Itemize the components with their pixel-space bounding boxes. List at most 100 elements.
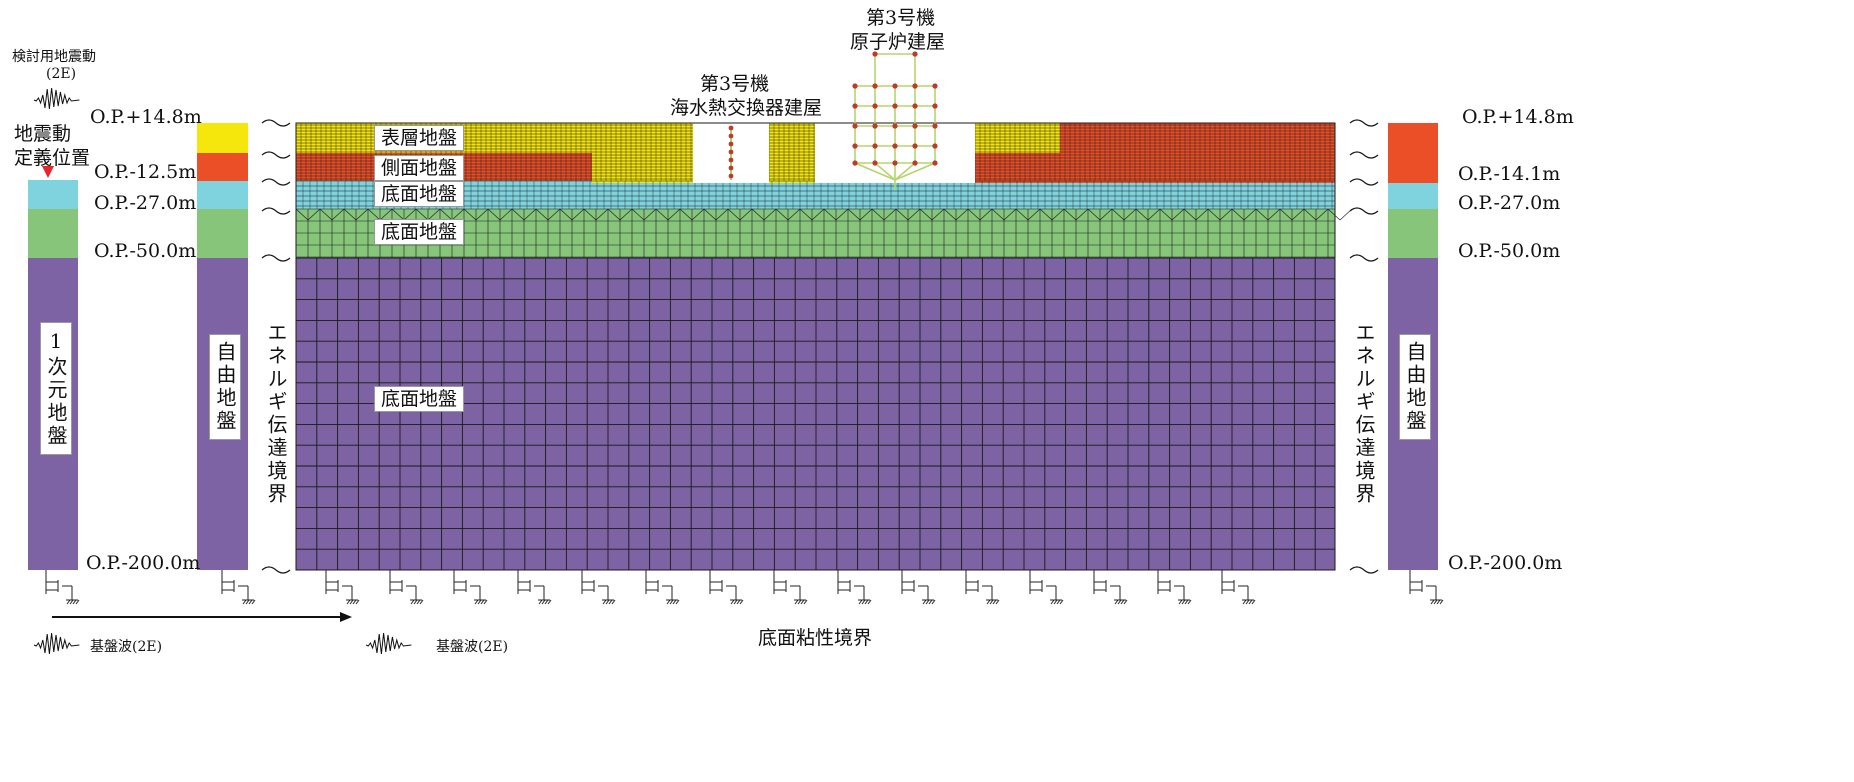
mesh-line <box>667 208 681 221</box>
base-wave-right-seismogram <box>365 632 412 655</box>
frame-node <box>872 143 878 149</box>
mesh-line <box>1075 208 1089 221</box>
ground-hatch <box>547 599 552 605</box>
mesh-line <box>1087 208 1101 221</box>
mesh-line <box>895 208 909 221</box>
ground-hatch <box>72 599 77 605</box>
frame-node <box>872 123 878 129</box>
ground-hatch <box>803 599 808 605</box>
frame-node <box>912 103 918 109</box>
mesh-line <box>907 208 921 221</box>
dashpot-bottom <box>1093 570 1128 605</box>
base-wave-left-label: 基盤波(2E) <box>90 639 163 655</box>
frame-node <box>872 83 878 89</box>
mesh-line <box>919 208 933 221</box>
layer-label-surface: 表層地盤 <box>374 125 465 151</box>
ground-hatch <box>480 599 485 605</box>
dashpot-bottom <box>325 570 360 605</box>
seawater-node <box>728 141 734 147</box>
ground-hatch <box>346 599 351 605</box>
ground-hatch <box>1430 599 1435 605</box>
reactor-building-caption-2: 原子炉建屋 <box>850 31 946 53</box>
free-right-bottom-1 <box>1388 183 1438 209</box>
mesh-line <box>559 208 573 221</box>
mesh-line <box>1183 208 1197 221</box>
mesh-line <box>643 208 657 221</box>
ground-hatch <box>858 599 863 605</box>
mesh-line <box>979 208 993 221</box>
ground-hatch <box>794 599 799 605</box>
seawater-building-caption-1: 第3号機 <box>700 73 770 95</box>
right-level-4: O.P.-50.0m <box>1458 240 1561 262</box>
ground-hatch <box>608 599 613 605</box>
frame-node <box>852 160 858 166</box>
mesh-line <box>367 208 381 221</box>
mesh-line <box>1231 208 1245 221</box>
mesh-line <box>967 208 981 221</box>
frame-node <box>852 123 858 129</box>
frame-node <box>932 123 938 129</box>
mesh-line <box>883 208 897 221</box>
mesh-line <box>991 208 1005 221</box>
mesh-line <box>1123 208 1137 221</box>
left-level-4: O.P.-50.0m <box>94 240 197 262</box>
layer-label-bottom-2: 底面地盤 <box>374 219 465 245</box>
mesh-line <box>1015 208 1029 221</box>
mesh-line <box>439 208 453 221</box>
ground-hatch <box>736 599 741 605</box>
mesh-line <box>415 208 429 221</box>
mesh-line <box>739 208 753 221</box>
frame-node <box>932 103 938 109</box>
left-level-3: O.P.-27.0m <box>94 192 197 214</box>
mesh-line <box>763 208 777 221</box>
frame-node <box>892 103 898 109</box>
base-wave-left-seismogram <box>33 632 80 655</box>
frame-node <box>912 160 918 166</box>
energy-boundary-left-mark <box>261 566 291 574</box>
seawater-node <box>728 149 734 155</box>
seawater-node <box>728 125 734 131</box>
mesh-line <box>331 208 345 221</box>
mesh-line <box>1111 208 1125 221</box>
dashpot-bottom <box>901 570 936 605</box>
dashpot-one-d <box>45 570 80 605</box>
right-level-1: O.P.+14.8m <box>1462 106 1574 128</box>
free-right-side <box>1388 123 1438 183</box>
left-level-5: O.P.-200.0m <box>86 552 201 574</box>
frame-node <box>912 143 918 149</box>
frame-node <box>852 103 858 109</box>
mesh-line <box>571 208 585 221</box>
frame-member <box>854 162 896 181</box>
dashpot-bottom <box>581 570 616 605</box>
ground-hatch <box>861 599 866 605</box>
ground-hatch <box>1050 599 1055 605</box>
ground-hatch <box>1178 599 1183 605</box>
reactor-frame-model <box>852 51 938 190</box>
mesh-line <box>871 208 885 221</box>
ground-hatch <box>419 599 424 605</box>
mesh-line <box>751 208 765 221</box>
mesh-line <box>619 208 633 221</box>
mesh-line <box>1303 208 1317 221</box>
ground-hatch <box>410 599 415 605</box>
frame-node <box>912 83 918 89</box>
ground-hatch <box>1117 599 1122 605</box>
ground-hatch <box>1114 599 1119 605</box>
ground-hatch <box>867 599 872 605</box>
mesh-line <box>343 208 357 221</box>
ground-hatch <box>245 599 250 605</box>
ground-hatch <box>797 599 802 605</box>
ground-hatch <box>352 599 357 605</box>
frame-member <box>894 162 916 181</box>
ground-hatch <box>733 599 738 605</box>
mesh-line <box>319 208 333 221</box>
frame-node <box>932 160 938 166</box>
free-field-left-label: 自由地盤 <box>209 334 241 440</box>
mesh-line <box>1267 208 1281 221</box>
ground-hatch <box>538 599 543 605</box>
input-motion-title: 検討用地震動 <box>12 49 96 65</box>
ground-hatch <box>242 599 247 605</box>
mesh-line <box>355 208 369 221</box>
mesh-line <box>691 208 705 221</box>
ground-hatch <box>922 599 927 605</box>
